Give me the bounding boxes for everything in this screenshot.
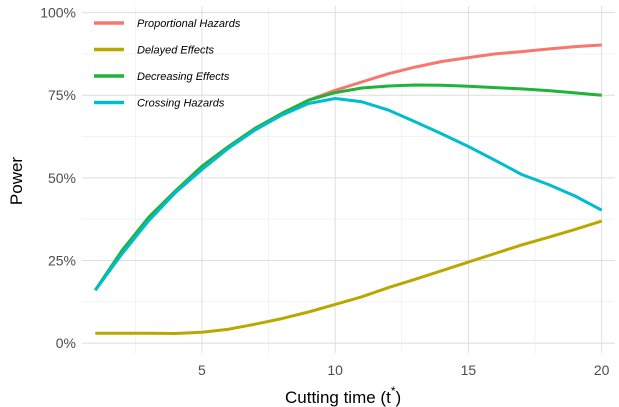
legend-label-decreasing-effects: Decreasing Effects <box>137 71 230 83</box>
legend-label-proportional-hazards: Proportional Hazards <box>137 18 241 30</box>
y-tick-label: 25% <box>48 252 76 268</box>
x-axis-title-close: ) <box>395 388 401 407</box>
x-axis-title: Cutting time (t*) <box>285 384 401 407</box>
x-axis-title-main: Cutting time (t <box>285 388 391 407</box>
y-tick-label: 50% <box>48 170 76 186</box>
y-tick-label: 75% <box>48 87 76 103</box>
x-tick-label: 20 <box>594 362 610 378</box>
legend-label-delayed-effects: Delayed Effects <box>137 45 215 57</box>
legend-label-crossing-hazards: Crossing Hazards <box>137 98 225 110</box>
y-axis-title: Power <box>7 157 26 206</box>
y-tick-label: 100% <box>40 5 76 21</box>
x-tick-label: 10 <box>327 362 343 378</box>
x-axis-title-superscript: * <box>391 384 396 398</box>
plot-panel <box>82 6 615 353</box>
y-axis-tick-labels: 0% 25% 50% 75% 100% <box>40 5 76 351</box>
x-tick-label: 15 <box>461 362 477 378</box>
series-lines <box>94 43 603 335</box>
x-axis-tick-labels: 5 10 15 20 <box>198 362 610 378</box>
series-line-delayed-effects <box>95 219 603 335</box>
legend: Proportional Hazards Delayed Effects Decre… <box>94 18 241 110</box>
minor-gridlines <box>82 6 615 353</box>
series-line-crossing-hazards <box>94 97 603 292</box>
major-gridlines <box>82 6 615 353</box>
x-tick-label: 5 <box>198 362 206 378</box>
y-tick-label: 0% <box>56 335 76 351</box>
